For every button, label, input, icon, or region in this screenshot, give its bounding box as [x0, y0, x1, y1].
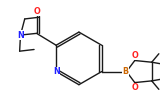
Text: N: N: [53, 67, 59, 76]
Text: O: O: [131, 83, 138, 92]
Text: O: O: [131, 51, 138, 60]
Text: O: O: [33, 6, 40, 16]
Text: N: N: [17, 31, 24, 40]
Text: B: B: [122, 67, 129, 76]
